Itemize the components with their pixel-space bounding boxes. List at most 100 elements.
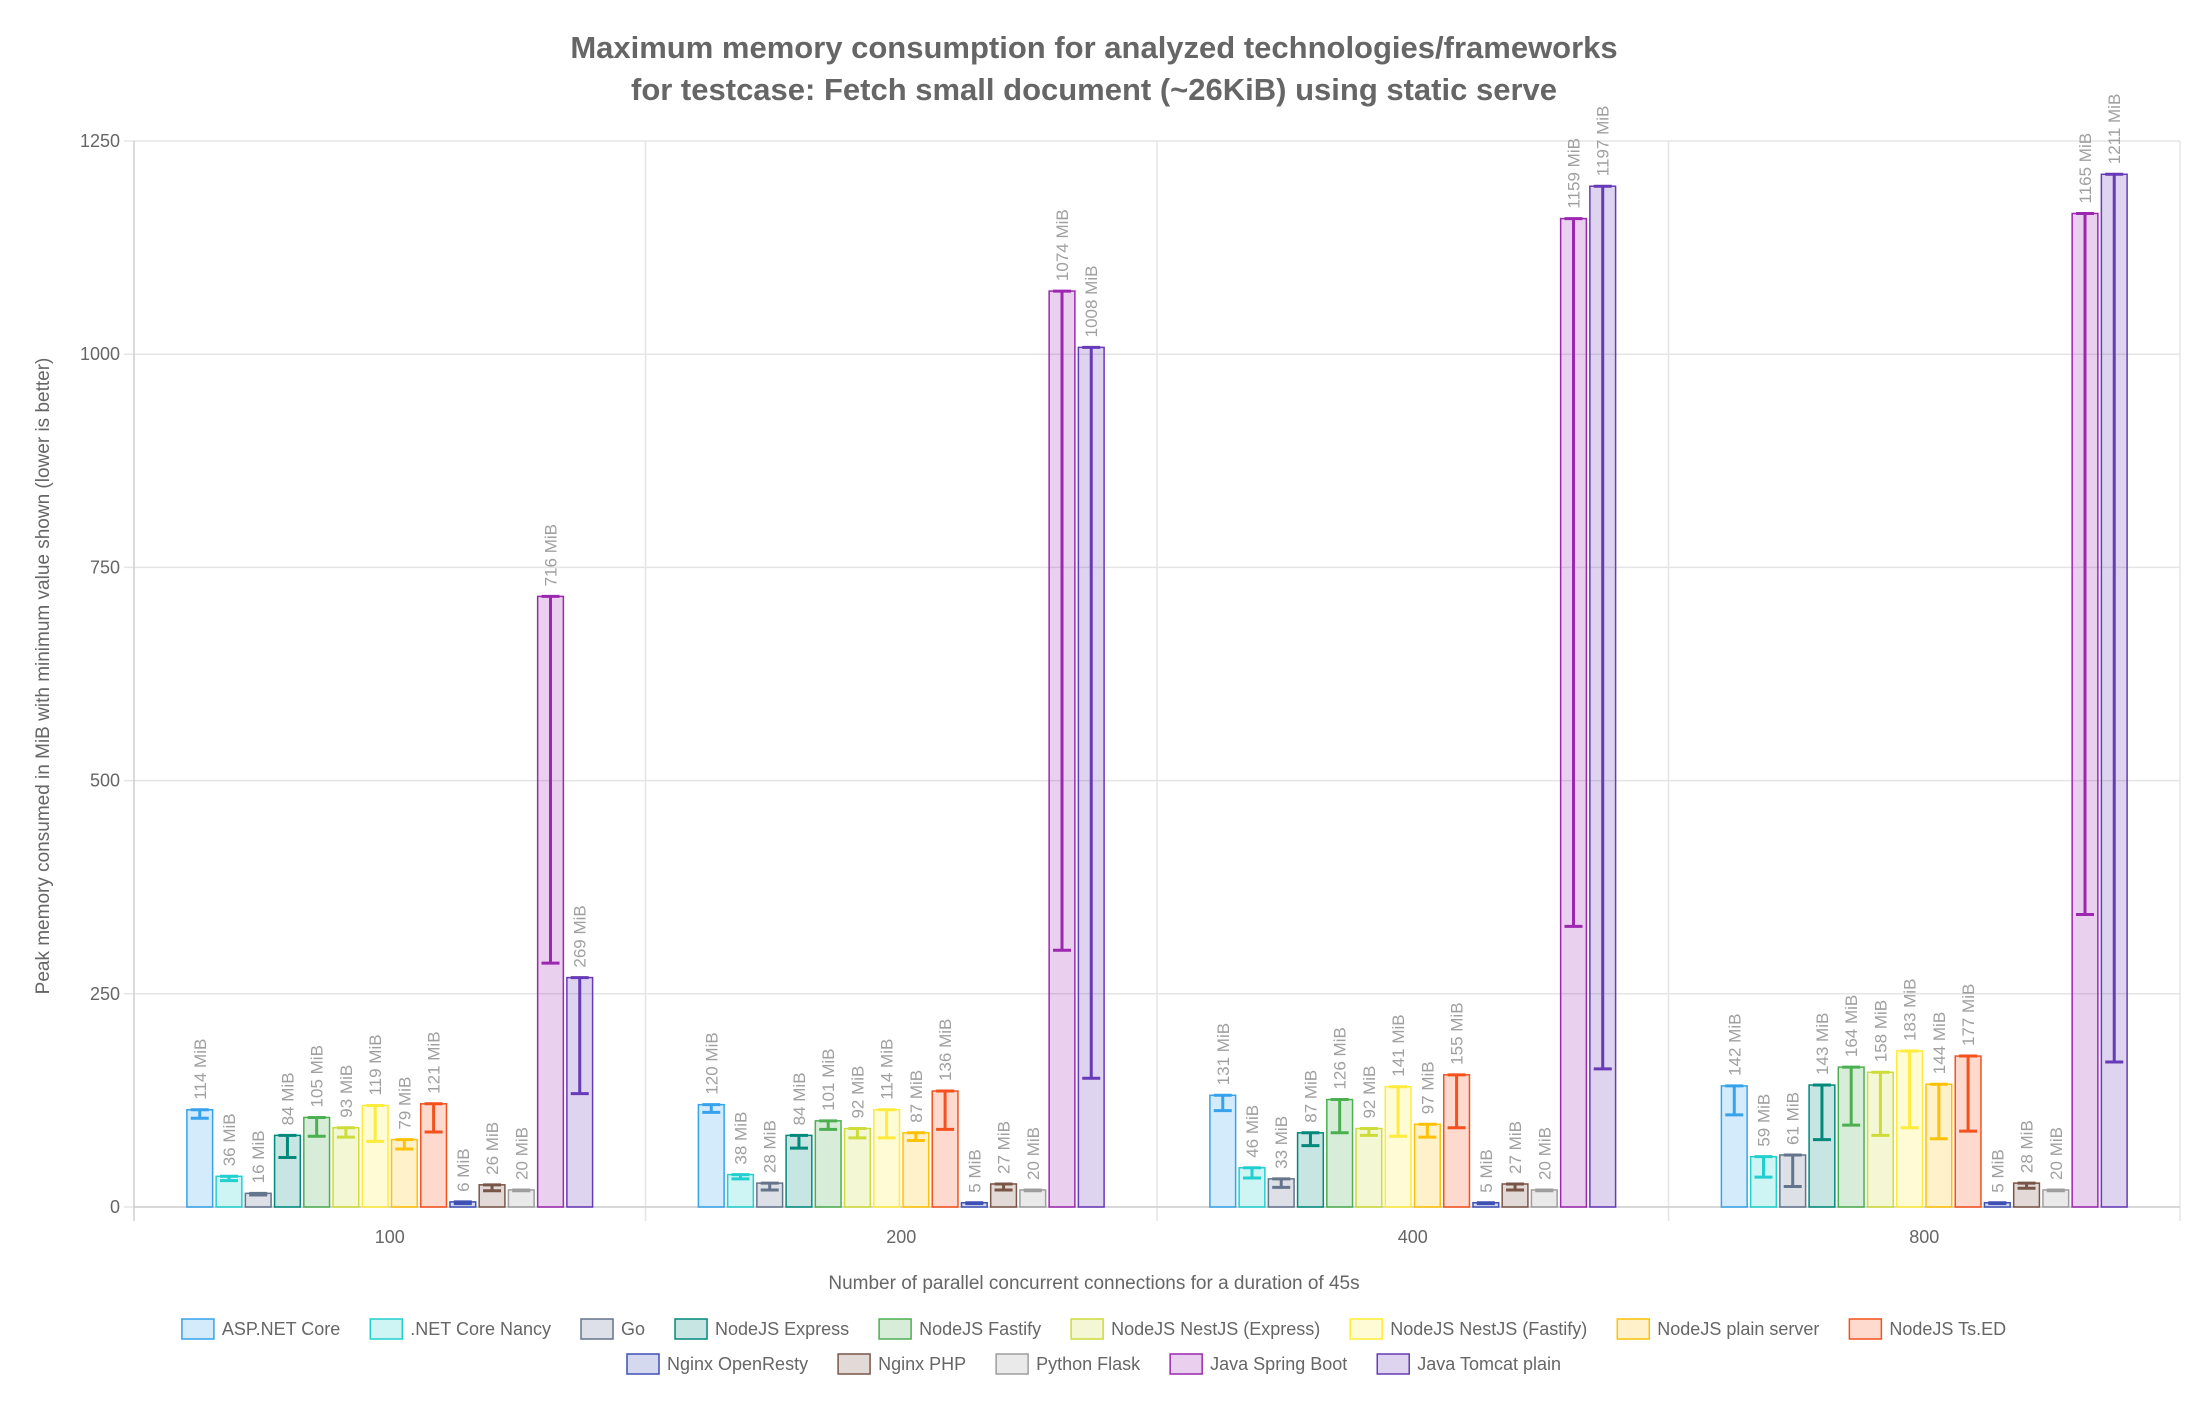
bar [2042,1189,2070,1208]
y-tick-label: 500 [90,771,120,791]
bars [186,172,2128,1208]
data-label: 6 MiB [454,1148,473,1191]
legend-label: NodeJS Express [715,1319,849,1339]
data-labels: 114 MiB 120 MiB 131 MiB 142 MiB 36 MiB 38 MiB… [191,94,2124,1193]
bar [1355,1127,1383,1208]
legend-label: Nginx OpenResty [667,1354,808,1374]
x-tick-label: 100 [375,1227,405,1247]
legend-swatch [837,1353,871,1375]
legend-swatch [181,1318,215,1340]
legend-swatch [1349,1318,1383,1340]
data-label: 142 MiB [1725,1014,1744,1076]
legend-item[interactable]: NodeJS NestJS (Express) [1070,1318,1320,1340]
data-label: 1197 MiB [1594,106,1613,177]
legend-swatch [1616,1318,1651,1340]
legend-item[interactable]: Python Flask [995,1353,1141,1375]
y-tick-label: 1250 [80,131,120,151]
legend-item[interactable]: Nginx PHP [837,1353,966,1375]
x-tick-label: 800 [1909,1227,1939,1247]
legend-item[interactable]: Java Spring Boot [1169,1353,1347,1375]
legend-item[interactable]: .NET Core Nancy [369,1318,551,1340]
data-label: 38 MiB [731,1112,750,1165]
data-label: 1165 MiB [2076,133,2095,204]
axes: Number of parallel concurrent connection… [33,131,1939,1294]
data-label: 716 MiB [542,524,561,586]
data-label: 143 MiB [1813,1013,1832,1075]
legend-label: NodeJS NestJS (Fastify) [1390,1319,1587,1339]
data-label: 119 MiB [366,1034,385,1095]
bar [1019,1189,1047,1208]
legend-swatch [1070,1318,1104,1340]
data-label: 121 MiB [425,1031,444,1093]
legend-item[interactable]: NodeJS NestJS (Fastify) [1349,1318,1587,1340]
legend-label: Java Tomcat plain [1417,1354,1561,1374]
data-label: 27 MiB [995,1121,1014,1174]
data-label: 87 MiB [1301,1070,1320,1123]
legend-swatch [1376,1353,1410,1375]
legend-label: Go [621,1319,645,1339]
data-label: 27 MiB [1506,1121,1525,1174]
legend-label: Java Spring Boot [1210,1354,1347,1374]
data-label: 126 MiB [1331,1027,1350,1089]
bar [902,1132,930,1208]
bar [814,1120,842,1208]
data-label: 1008 MiB [1082,266,1101,338]
legend-item[interactable]: NodeJS plain server [1616,1318,1819,1340]
legend-label: .NET Core Nancy [410,1319,551,1339]
data-label: 101 MiB [819,1048,838,1110]
data-label: 93 MiB [337,1065,356,1118]
legend-label: NodeJS NestJS (Express) [1111,1319,1320,1339]
data-label: 33 MiB [1272,1116,1291,1169]
legend-label: Python Flask [1036,1354,1141,1374]
legend-swatch [1848,1318,1883,1340]
data-label: 1211 MiB [2105,94,2124,165]
data-label: 177 MiB [1959,984,1978,1046]
bar [390,1138,418,1208]
y-tick-label: 250 [90,984,120,1004]
chart-title: Maximum memory consumption for analyzed … [570,30,1617,107]
legend: ASP.NET Core .NET Core Nancy Go NodeJS Expr… [181,1318,2006,1375]
bar [1530,1189,1558,1208]
data-label: 20 MiB [1024,1127,1043,1180]
data-label: 144 MiB [1930,1012,1949,1074]
data-label: 1159 MiB [1565,138,1584,209]
data-label: 1074 MiB [1053,209,1072,281]
legend-swatch [626,1353,660,1375]
data-label: 16 MiB [249,1130,268,1183]
data-label: 114 MiB [878,1039,897,1100]
x-tick-label: 200 [886,1227,916,1247]
data-label: 84 MiB [790,1072,809,1125]
data-label: 136 MiB [936,1019,955,1081]
bar [843,1127,872,1208]
data-label: 28 MiB [2018,1120,2037,1173]
legend-item[interactable]: NodeJS Fastify [878,1318,1041,1340]
x-tick-label: 400 [1398,1227,1428,1247]
bar [697,1103,725,1208]
y-tick-label: 1000 [80,344,120,364]
data-label: 20 MiB [512,1127,531,1180]
data-label: 269 MiB [571,905,590,967]
data-label: 105 MiB [308,1045,327,1107]
data-label: 20 MiB [1535,1127,1554,1180]
data-label: 92 MiB [1360,1066,1379,1119]
legend-label: Nginx PHP [878,1354,966,1374]
chart-title-line-1: Maximum memory consumption for analyzed … [570,30,1617,65]
legend-item[interactable]: ASP.NET Core [181,1318,340,1340]
legend-item[interactable]: Go [580,1318,645,1340]
data-label: 141 MiB [1389,1014,1408,1076]
data-label: 5 MiB [1988,1149,2007,1192]
y-tick-label: 750 [90,557,120,577]
data-label: 28 MiB [761,1120,780,1173]
legend-swatch [369,1318,404,1340]
data-label: 5 MiB [965,1149,984,1192]
legend-item[interactable]: NodeJS Ts.ED [1848,1318,2006,1340]
bar [186,1109,214,1208]
bar [332,1126,360,1208]
x-axis-title: Number of parallel concurrent connection… [828,1273,1359,1294]
legend-item[interactable]: Java Tomcat plain [1376,1353,1561,1375]
legend-item[interactable]: Nginx OpenResty [626,1353,808,1375]
legend-item[interactable]: NodeJS Express [674,1318,849,1340]
legend-label: ASP.NET Core [222,1319,340,1339]
legend-swatch [580,1318,614,1340]
